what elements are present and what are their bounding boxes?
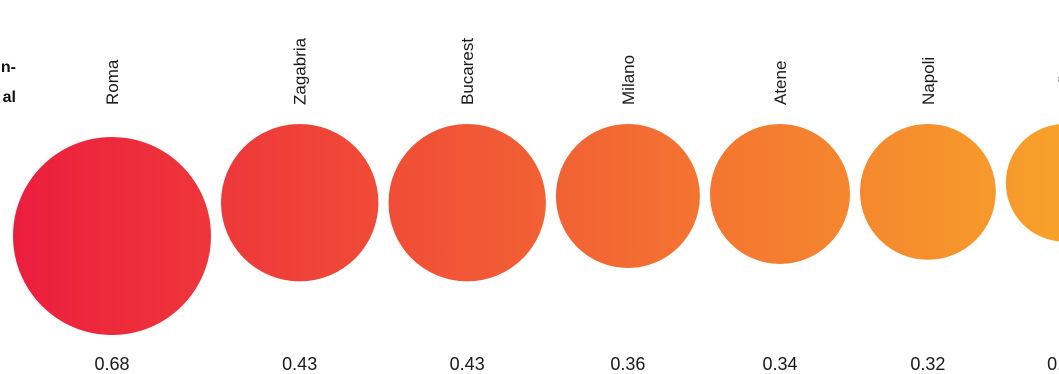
bubble-bucarest xyxy=(388,124,546,282)
city-labels-layer: Roma Zagabria Bucarest Milano Atene Napoli Sof… xyxy=(103,37,1059,105)
value-label-napoli: 0.32 xyxy=(910,354,945,374)
value-label-sofia: 0.24 xyxy=(1047,354,1059,374)
bubble-atene xyxy=(710,124,850,264)
city-label-zagabria: Zagabria xyxy=(291,37,310,105)
city-label-bucarest: Bucarest xyxy=(458,38,477,105)
value-labels-layer: 0.680.430.430.360.340.320.240.230.180.15 xyxy=(94,354,1059,374)
city-label-atene: Atene xyxy=(771,61,790,105)
bubble-zagabria xyxy=(221,124,379,282)
city-label-sofia: Sofia xyxy=(1056,66,1059,105)
bubble-milano xyxy=(555,124,700,268)
value-label-roma: 0.68 xyxy=(94,354,129,374)
bubble-roma xyxy=(13,137,211,335)
city-label-napoli: Napoli xyxy=(919,57,938,105)
truncated-side-text-line-1: n- xyxy=(0,59,16,76)
city-label-milano: Milano xyxy=(619,55,638,105)
city-label-roma: Roma xyxy=(103,59,122,105)
bubble-napoli xyxy=(860,123,996,260)
value-label-atene: 0.34 xyxy=(762,354,797,374)
value-label-zagabria: 0.43 xyxy=(282,354,317,374)
value-label-milano: 0.36 xyxy=(610,354,645,374)
value-label-bucarest: 0.43 xyxy=(450,354,485,374)
bubble-sofia xyxy=(1005,124,1059,242)
truncated-side-text-line-2: al xyxy=(2,89,16,106)
bubbles-layer xyxy=(13,123,1059,335)
